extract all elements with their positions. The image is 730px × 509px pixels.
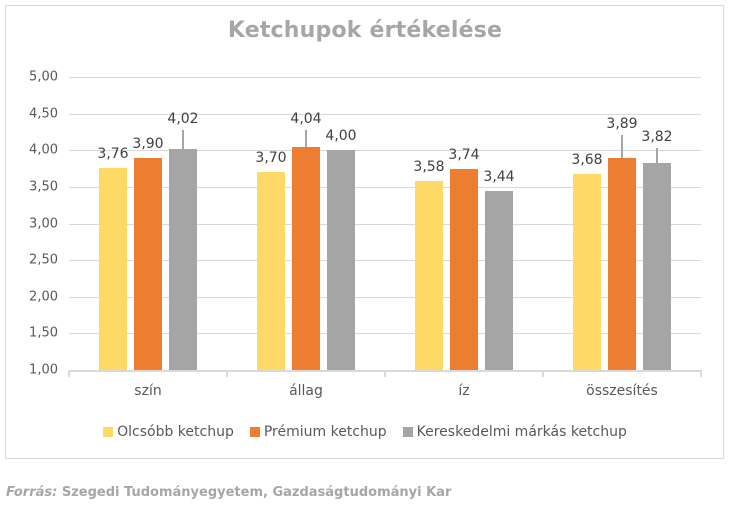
y-tick-label: 1,50 xyxy=(29,325,58,341)
bar xyxy=(169,148,197,370)
legend-item: Prémium ketchup xyxy=(249,424,387,440)
y-tick-label: 5,00 xyxy=(29,69,58,85)
legend-label: Prémium ketchup xyxy=(263,424,387,440)
x-category-label: állag xyxy=(289,383,323,399)
label-leader-line xyxy=(182,129,184,149)
bar xyxy=(485,191,513,370)
bar xyxy=(257,172,285,370)
gridline xyxy=(69,186,701,188)
label-leader-line xyxy=(305,130,307,148)
x-tick-mark xyxy=(226,370,228,377)
legend-item: Kereskedelmi márkás ketchup xyxy=(402,424,627,440)
x-category-label: íz xyxy=(458,383,470,399)
gridline xyxy=(69,296,701,298)
x-tick-mark xyxy=(68,370,70,377)
label-leader-line xyxy=(621,135,623,159)
y-tick-label: 3,00 xyxy=(29,216,58,231)
gridline xyxy=(69,333,701,335)
data-label: 3,74 xyxy=(448,147,480,164)
bar xyxy=(292,147,320,370)
bar xyxy=(327,150,355,370)
bar xyxy=(415,181,443,370)
x-category-label: szín xyxy=(134,383,162,399)
y-tick-label: 1,00 xyxy=(29,362,58,378)
gridline xyxy=(69,77,701,78)
data-label: 3,89 xyxy=(606,116,638,133)
x-tick-mark xyxy=(700,370,702,377)
legend-label: Kereskedelmi márkás ketchup xyxy=(416,424,627,440)
data-label: 4,02 xyxy=(167,110,199,127)
y-tick-label: 2,00 xyxy=(29,289,58,305)
data-label: 3,58 xyxy=(413,159,445,175)
bar xyxy=(99,167,127,370)
data-label: 4,00 xyxy=(325,128,357,145)
legend: Olcsóbb ketchup Prémium ketchup Kereskedel… xyxy=(0,424,730,440)
data-label: 3,82 xyxy=(641,129,673,146)
y-tick-label: 4,50 xyxy=(29,106,58,122)
bar xyxy=(573,173,601,370)
bar xyxy=(450,169,478,370)
bar xyxy=(643,163,671,370)
source-text: Szegedi Tudományegyetem, Gazdaságtudomán… xyxy=(57,485,452,500)
gridline xyxy=(69,150,701,152)
legend-swatch-icon xyxy=(402,427,413,437)
plot-area xyxy=(69,77,701,370)
data-label: 3,70 xyxy=(255,150,287,167)
data-label: 3,68 xyxy=(571,151,603,168)
bar xyxy=(608,158,636,370)
data-label: 3,44 xyxy=(483,169,515,186)
gridline xyxy=(69,113,701,115)
y-tick-label: 3,50 xyxy=(29,179,58,195)
bar xyxy=(134,157,162,370)
legend-swatch-icon xyxy=(103,427,114,437)
y-tick-label: 4,00 xyxy=(29,142,58,158)
data-label: 3,90 xyxy=(132,135,164,152)
source-label: Forrás: xyxy=(6,485,58,500)
label-leader-line xyxy=(656,148,658,164)
x-tick-mark xyxy=(384,370,386,377)
y-tick-label: 2,50 xyxy=(29,252,58,268)
legend-item: Olcsóbb ketchup xyxy=(103,424,234,440)
gridline xyxy=(69,223,701,225)
data-label: 3,76 xyxy=(97,145,129,162)
x-tick-mark xyxy=(542,370,544,377)
source-note: Forrás: Szegedi Tudományegyetem, Gazdasá… xyxy=(6,485,451,500)
data-label: 4,04 xyxy=(290,111,322,128)
legend-swatch-icon xyxy=(249,427,260,437)
x-category-label: összesítés xyxy=(586,383,658,399)
chart-title: Ketchupok értékelése xyxy=(227,18,503,43)
gridline xyxy=(69,260,701,262)
legend-label: Olcsóbb ketchup xyxy=(117,424,234,440)
